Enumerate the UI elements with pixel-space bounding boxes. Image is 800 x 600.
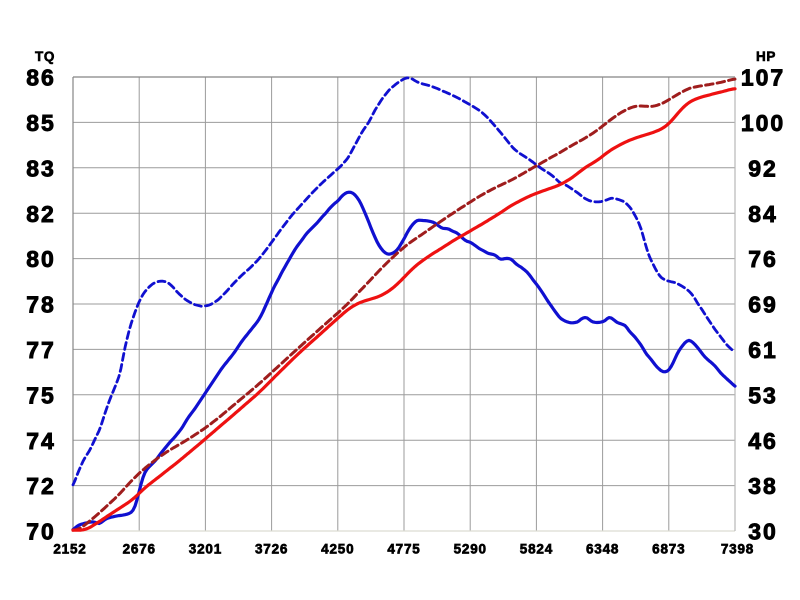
svg-text:86: 86 (26, 65, 56, 91)
svg-text:92: 92 (748, 155, 778, 181)
svg-text:72: 72 (26, 473, 56, 499)
svg-text:83: 83 (26, 155, 56, 181)
svg-text:38: 38 (748, 473, 778, 499)
svg-text:TQ: TQ (35, 49, 55, 64)
svg-text:30: 30 (748, 519, 778, 545)
svg-text:70: 70 (26, 519, 56, 545)
svg-text:80: 80 (26, 246, 56, 272)
svg-text:78: 78 (26, 292, 56, 318)
svg-text:74: 74 (26, 428, 56, 454)
svg-text:84: 84 (748, 201, 778, 227)
svg-text:82: 82 (26, 201, 56, 227)
svg-text:107: 107 (741, 65, 785, 91)
svg-text:3201: 3201 (189, 542, 222, 557)
svg-text:2152: 2152 (53, 542, 86, 557)
svg-text:6348: 6348 (586, 542, 619, 557)
svg-text:6873: 6873 (652, 542, 685, 557)
svg-text:4775: 4775 (387, 542, 420, 557)
svg-text:76: 76 (748, 246, 778, 272)
svg-text:4250: 4250 (321, 542, 354, 557)
svg-text:69: 69 (748, 292, 778, 318)
svg-text:61: 61 (748, 337, 778, 363)
svg-text:2676: 2676 (123, 542, 156, 557)
svg-text:3726: 3726 (255, 542, 288, 557)
svg-text:7398: 7398 (721, 542, 754, 557)
svg-text:77: 77 (26, 337, 56, 363)
svg-text:100: 100 (741, 110, 785, 136)
svg-text:HP: HP (756, 49, 776, 64)
svg-text:75: 75 (26, 382, 56, 408)
svg-text:5824: 5824 (520, 542, 553, 557)
svg-text:53: 53 (748, 382, 778, 408)
svg-text:5290: 5290 (454, 542, 487, 557)
svg-text:46: 46 (748, 428, 778, 454)
svg-text:85: 85 (26, 110, 56, 136)
